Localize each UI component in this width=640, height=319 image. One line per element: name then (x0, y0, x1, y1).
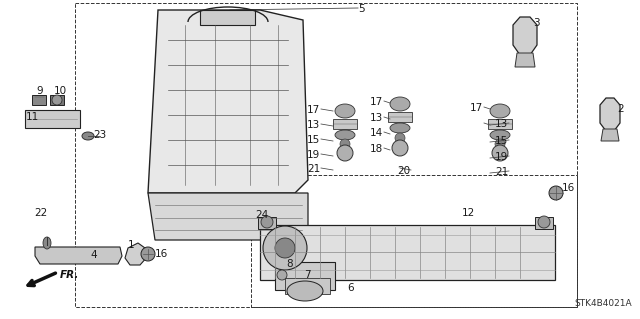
Polygon shape (148, 10, 308, 193)
Text: 21: 21 (495, 167, 508, 177)
Ellipse shape (490, 130, 510, 140)
Ellipse shape (261, 216, 273, 228)
Ellipse shape (275, 238, 295, 258)
Text: 23: 23 (93, 130, 106, 140)
Bar (488, 119, 512, 129)
Text: 18: 18 (370, 144, 383, 154)
Bar (32, 95, 46, 105)
Ellipse shape (141, 247, 155, 261)
Ellipse shape (263, 226, 307, 270)
Text: 19: 19 (307, 150, 320, 160)
Ellipse shape (52, 95, 62, 105)
Text: 9: 9 (36, 86, 43, 96)
Text: 22: 22 (34, 208, 47, 218)
Ellipse shape (549, 186, 563, 200)
Text: 7: 7 (304, 270, 310, 280)
Text: 20: 20 (397, 166, 410, 176)
Text: 10: 10 (54, 86, 67, 96)
Bar (285, 278, 330, 294)
Text: 21: 21 (307, 164, 320, 174)
Bar (535, 217, 553, 229)
Text: 5: 5 (358, 4, 365, 14)
Text: 15: 15 (307, 135, 320, 145)
Ellipse shape (492, 145, 508, 161)
Polygon shape (35, 247, 122, 264)
Polygon shape (601, 129, 619, 141)
Text: 16: 16 (562, 183, 575, 193)
Text: 17: 17 (470, 103, 483, 113)
Text: 17: 17 (307, 105, 320, 115)
Text: 4: 4 (90, 250, 97, 260)
Text: 24: 24 (255, 210, 268, 220)
Text: 13: 13 (307, 120, 320, 130)
Bar (258, 217, 276, 229)
Text: 1: 1 (128, 240, 134, 250)
Ellipse shape (395, 133, 405, 143)
Bar (50, 95, 64, 105)
Polygon shape (513, 17, 537, 55)
Ellipse shape (82, 132, 94, 140)
Ellipse shape (340, 139, 350, 149)
Ellipse shape (335, 104, 355, 118)
Text: FR.: FR. (60, 270, 79, 280)
Polygon shape (148, 193, 308, 240)
Ellipse shape (538, 216, 550, 228)
Bar (333, 119, 357, 129)
Bar (200, 10, 255, 25)
Text: 8: 8 (286, 259, 292, 269)
Text: 19: 19 (495, 152, 508, 162)
Ellipse shape (43, 237, 51, 249)
Ellipse shape (277, 270, 287, 280)
Text: 3: 3 (533, 18, 540, 28)
Text: 13: 13 (495, 119, 508, 129)
Text: 12: 12 (462, 208, 476, 218)
Text: 14: 14 (370, 128, 383, 138)
Ellipse shape (390, 97, 410, 111)
Ellipse shape (495, 139, 505, 149)
Text: 17: 17 (370, 97, 383, 107)
Text: 13: 13 (370, 113, 383, 123)
Polygon shape (515, 53, 535, 67)
Text: 2: 2 (617, 104, 623, 114)
Ellipse shape (490, 104, 510, 118)
Bar (275, 262, 335, 290)
Bar (388, 112, 412, 122)
Text: 15: 15 (495, 136, 508, 146)
Ellipse shape (392, 140, 408, 156)
Bar (260, 225, 555, 280)
Text: 6: 6 (347, 283, 354, 293)
Text: 16: 16 (155, 249, 168, 259)
Ellipse shape (390, 123, 410, 133)
Text: STK4B4021A: STK4B4021A (574, 299, 632, 308)
Text: 11: 11 (26, 112, 39, 122)
Polygon shape (600, 98, 620, 131)
Ellipse shape (337, 145, 353, 161)
Bar (25, 110, 80, 128)
Polygon shape (125, 243, 148, 265)
Ellipse shape (287, 281, 323, 301)
Ellipse shape (335, 130, 355, 140)
